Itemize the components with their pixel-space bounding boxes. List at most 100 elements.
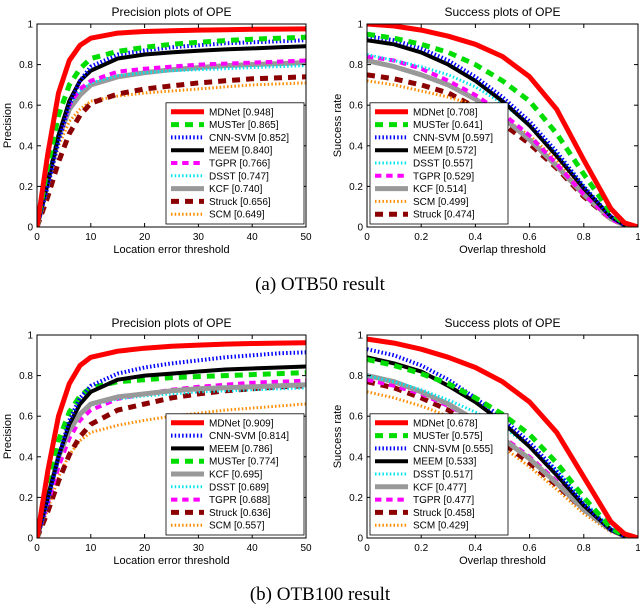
- legend-label: MDNet [0.909]: [209, 418, 274, 429]
- legend-label: Struck [0.656]: [209, 197, 271, 208]
- legend-label: MEEM [0.572]: [413, 146, 477, 157]
- legend-label: KCF [0.740]: [209, 184, 263, 195]
- legend-entry: DSST [0.557]: [375, 159, 473, 170]
- x-axis-label: Location error threshold: [113, 555, 229, 567]
- series-lines: [37, 340, 306, 538]
- series-lines: [37, 26, 306, 227]
- legend-label: KCF [0.477]: [413, 482, 467, 493]
- series-line-struck: [37, 74, 306, 227]
- y-tick-label: 0.6: [19, 101, 33, 112]
- legend-label: DSST [0.747]: [209, 171, 269, 182]
- y-tick-label: 0.6: [349, 101, 363, 112]
- y-tick-label: 0.4: [349, 141, 363, 152]
- legend-entry: MEEM [0.572]: [375, 146, 477, 157]
- x-axis-label: Overlap threshold: [459, 244, 546, 256]
- legend-label: MEEM [0.786]: [209, 444, 273, 455]
- plot-frame: [366, 334, 639, 539]
- y-tick-label: 0.6: [349, 412, 363, 423]
- legend-entry: MDNet [0.948]: [171, 107, 274, 118]
- legend-label: SCM [0.499]: [413, 197, 469, 208]
- x-axis-label: Location error threshold: [113, 244, 229, 256]
- legend-entry: MUSTer [0.774]: [171, 457, 279, 468]
- series-line-struck: [37, 383, 306, 538]
- series-line-mdnet: [37, 26, 306, 227]
- series-line-meem: [37, 44, 306, 227]
- legend-label: MEEM [0.533]: [413, 457, 477, 468]
- x-tick-label: 20: [139, 543, 151, 554]
- legend-label: TGPR [0.766]: [209, 159, 270, 170]
- y-tick-label: 0.8: [19, 371, 33, 382]
- legend-label: SCM [0.649]: [209, 210, 265, 221]
- y-tick-label: 1: [27, 20, 33, 31]
- x-tick-label: 1: [635, 232, 640, 243]
- series-line-muster: [367, 31, 638, 227]
- x-tick-label: 30: [193, 232, 205, 243]
- legend-entry: KCF [0.740]: [171, 184, 263, 195]
- chart-panel-1: Precision plots of OPE 0 10 20 30 40 50 0 0.2 0.4…: [2, 5, 312, 256]
- x-tick-label: 0.8: [577, 232, 591, 243]
- series-line-muster: [37, 34, 306, 227]
- y-axis-label: Success rate: [332, 94, 344, 158]
- legend-label: TGPR [0.529]: [413, 171, 474, 182]
- legend-entry: CNN-SVM [0.555]: [375, 444, 493, 455]
- y-tick-label: 0: [27, 223, 33, 234]
- legend: MDNet [0.708] MUSTer [0.641] CNN-SVM [0.59…: [369, 102, 509, 225]
- y-tick-label: 0: [27, 534, 33, 545]
- series-line-muster: [37, 370, 306, 538]
- legend-label: KCF [0.514]: [413, 184, 467, 195]
- series-line-cnn-svm: [367, 34, 638, 227]
- x-tick-label: 0.6: [523, 232, 537, 243]
- x-tick-label: 10: [85, 232, 97, 243]
- legend-label: MUSTer [0.575]: [413, 431, 483, 442]
- legend-label: MDNet [0.708]: [413, 107, 478, 118]
- caption-b: (b) OTB100 result: [250, 584, 391, 605]
- series-line-dsst: [37, 64, 306, 227]
- x-tick-label: 0.4: [468, 232, 482, 243]
- legend-label: KCF [0.695]: [209, 470, 263, 481]
- legend-entry: MUSTer [0.641]: [375, 120, 483, 131]
- legend-entry: MDNet [0.708]: [375, 107, 478, 118]
- legend-entry: MUSTer [0.575]: [375, 431, 483, 442]
- y-tick-label: 0.4: [349, 452, 363, 463]
- y-tick-label: 1: [357, 331, 363, 342]
- legend-entry: MDNet [0.678]: [375, 418, 478, 429]
- legend-label: MDNet [0.948]: [209, 107, 274, 118]
- chart-title: Success plots of OPE: [444, 316, 560, 330]
- plot-frame: [366, 23, 639, 228]
- plot-frame: [36, 23, 307, 228]
- series-line-cnn-svm: [37, 38, 306, 227]
- legend-entry: SCM [0.429]: [375, 521, 469, 532]
- y-tick-label: 1: [27, 331, 33, 342]
- x-tick-label: 30: [193, 543, 205, 554]
- legend-label: CNN-SVM [0.814]: [209, 431, 289, 442]
- legend-label: MEEM [0.840]: [209, 146, 273, 157]
- legend: MDNet [0.948] MUSTer [0.865] CNN-SVM [0.85…: [165, 102, 305, 225]
- chart-title: Success plots of OPE: [444, 5, 560, 19]
- caption-a: (a) OTB50 result: [255, 274, 386, 295]
- series-line-mdnet: [37, 340, 306, 538]
- legend-entry: SCM [0.557]: [171, 521, 265, 532]
- legend-entry: TGPR [0.529]: [375, 171, 474, 182]
- x-tick-label: 0: [34, 232, 40, 243]
- legend-label: SCM [0.429]: [413, 521, 469, 532]
- legend-entry: CNN-SVM [0.597]: [375, 133, 493, 144]
- legend-entry: SCM [0.649]: [171, 210, 265, 221]
- series-lines: [367, 24, 638, 227]
- legend-entry: MUSTer [0.865]: [171, 120, 279, 131]
- legend-label: CNN-SVM [0.852]: [209, 133, 289, 144]
- y-tick-label: 0.4: [19, 452, 33, 463]
- legend-entry: MDNet [0.909]: [171, 418, 274, 429]
- x-tick-label: 0: [364, 232, 370, 243]
- y-tick-label: 0.8: [349, 60, 363, 71]
- legend-entry: DSST [0.747]: [171, 171, 269, 182]
- legend-label: MDNet [0.678]: [413, 418, 478, 429]
- x-tick-label: 0.2: [414, 543, 428, 554]
- legend-entry: MEEM [0.840]: [171, 146, 273, 157]
- legend-entry: Struck [0.636]: [171, 508, 271, 519]
- legend-label: DSST [0.689]: [209, 482, 269, 493]
- legend-label: DSST [0.517]: [413, 470, 473, 481]
- y-tick-label: 0: [357, 223, 363, 234]
- x-tick-label: 1: [635, 543, 640, 554]
- chart-panel-4: Success plots of OPE 0 0.2 0.4 0.6 0.8 1 0 0.2 0.…: [332, 316, 640, 567]
- legend-label: SCM [0.557]: [209, 521, 265, 532]
